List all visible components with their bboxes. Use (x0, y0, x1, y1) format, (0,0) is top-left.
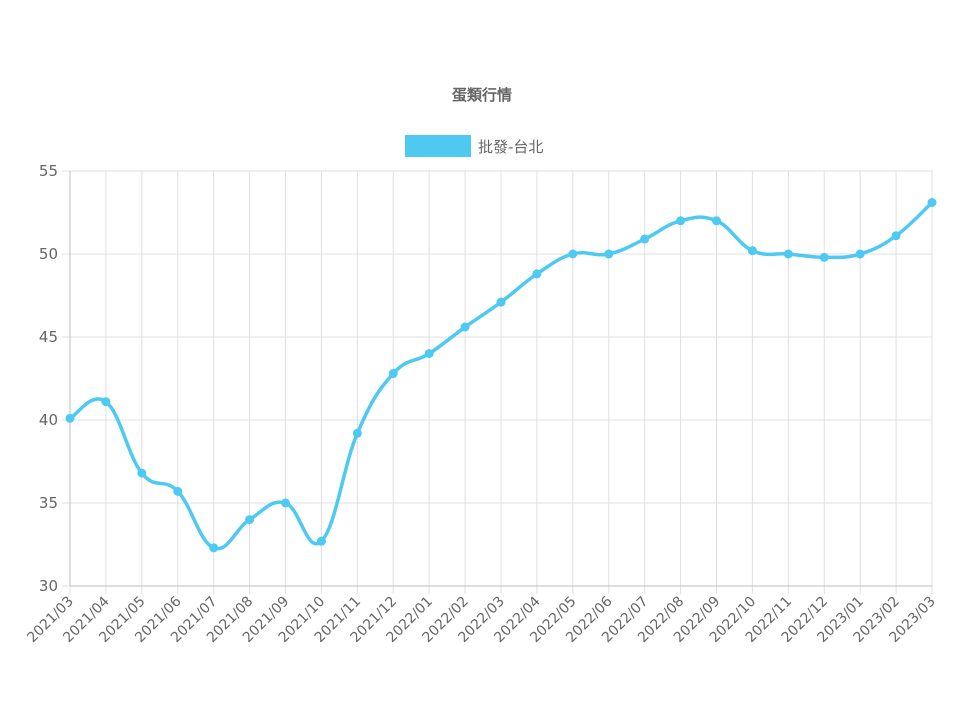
data-point (209, 543, 219, 553)
data-point (352, 428, 362, 438)
data-point (640, 234, 650, 244)
y-tick-label: 55 (39, 162, 58, 180)
legend-swatch (405, 135, 471, 157)
data-point (855, 249, 865, 259)
data-point (496, 297, 506, 307)
legend-label: 批發-台北 (478, 138, 543, 156)
chart-title: 蛋類行情 (452, 86, 512, 104)
data-point (604, 249, 614, 259)
data-point (388, 369, 398, 379)
data-point (532, 269, 542, 279)
data-point (173, 486, 183, 496)
data-point (245, 515, 255, 525)
series-layer (65, 198, 937, 553)
data-point (712, 216, 721, 226)
data-point (927, 198, 937, 208)
data-point (891, 231, 901, 241)
legend[interactable]: 批發-台北 (405, 135, 543, 157)
grid (62, 170, 933, 594)
data-point (568, 249, 578, 259)
data-point (424, 349, 434, 359)
data-point (460, 322, 470, 332)
y-tick-label: 40 (39, 411, 58, 429)
y-tick-label: 50 (39, 245, 58, 263)
axes: 3035404550552021/032021/042021/052021/06… (24, 162, 938, 646)
data-point (137, 468, 147, 478)
data-point (65, 413, 75, 423)
y-tick-label: 30 (39, 577, 58, 595)
data-point (819, 252, 829, 262)
data-point (101, 397, 111, 407)
data-point (783, 249, 793, 259)
data-point (676, 216, 686, 226)
data-point (316, 536, 326, 546)
y-tick-label: 35 (39, 494, 58, 512)
data-point (747, 246, 757, 256)
data-point (281, 498, 290, 508)
y-tick-label: 45 (39, 328, 58, 346)
